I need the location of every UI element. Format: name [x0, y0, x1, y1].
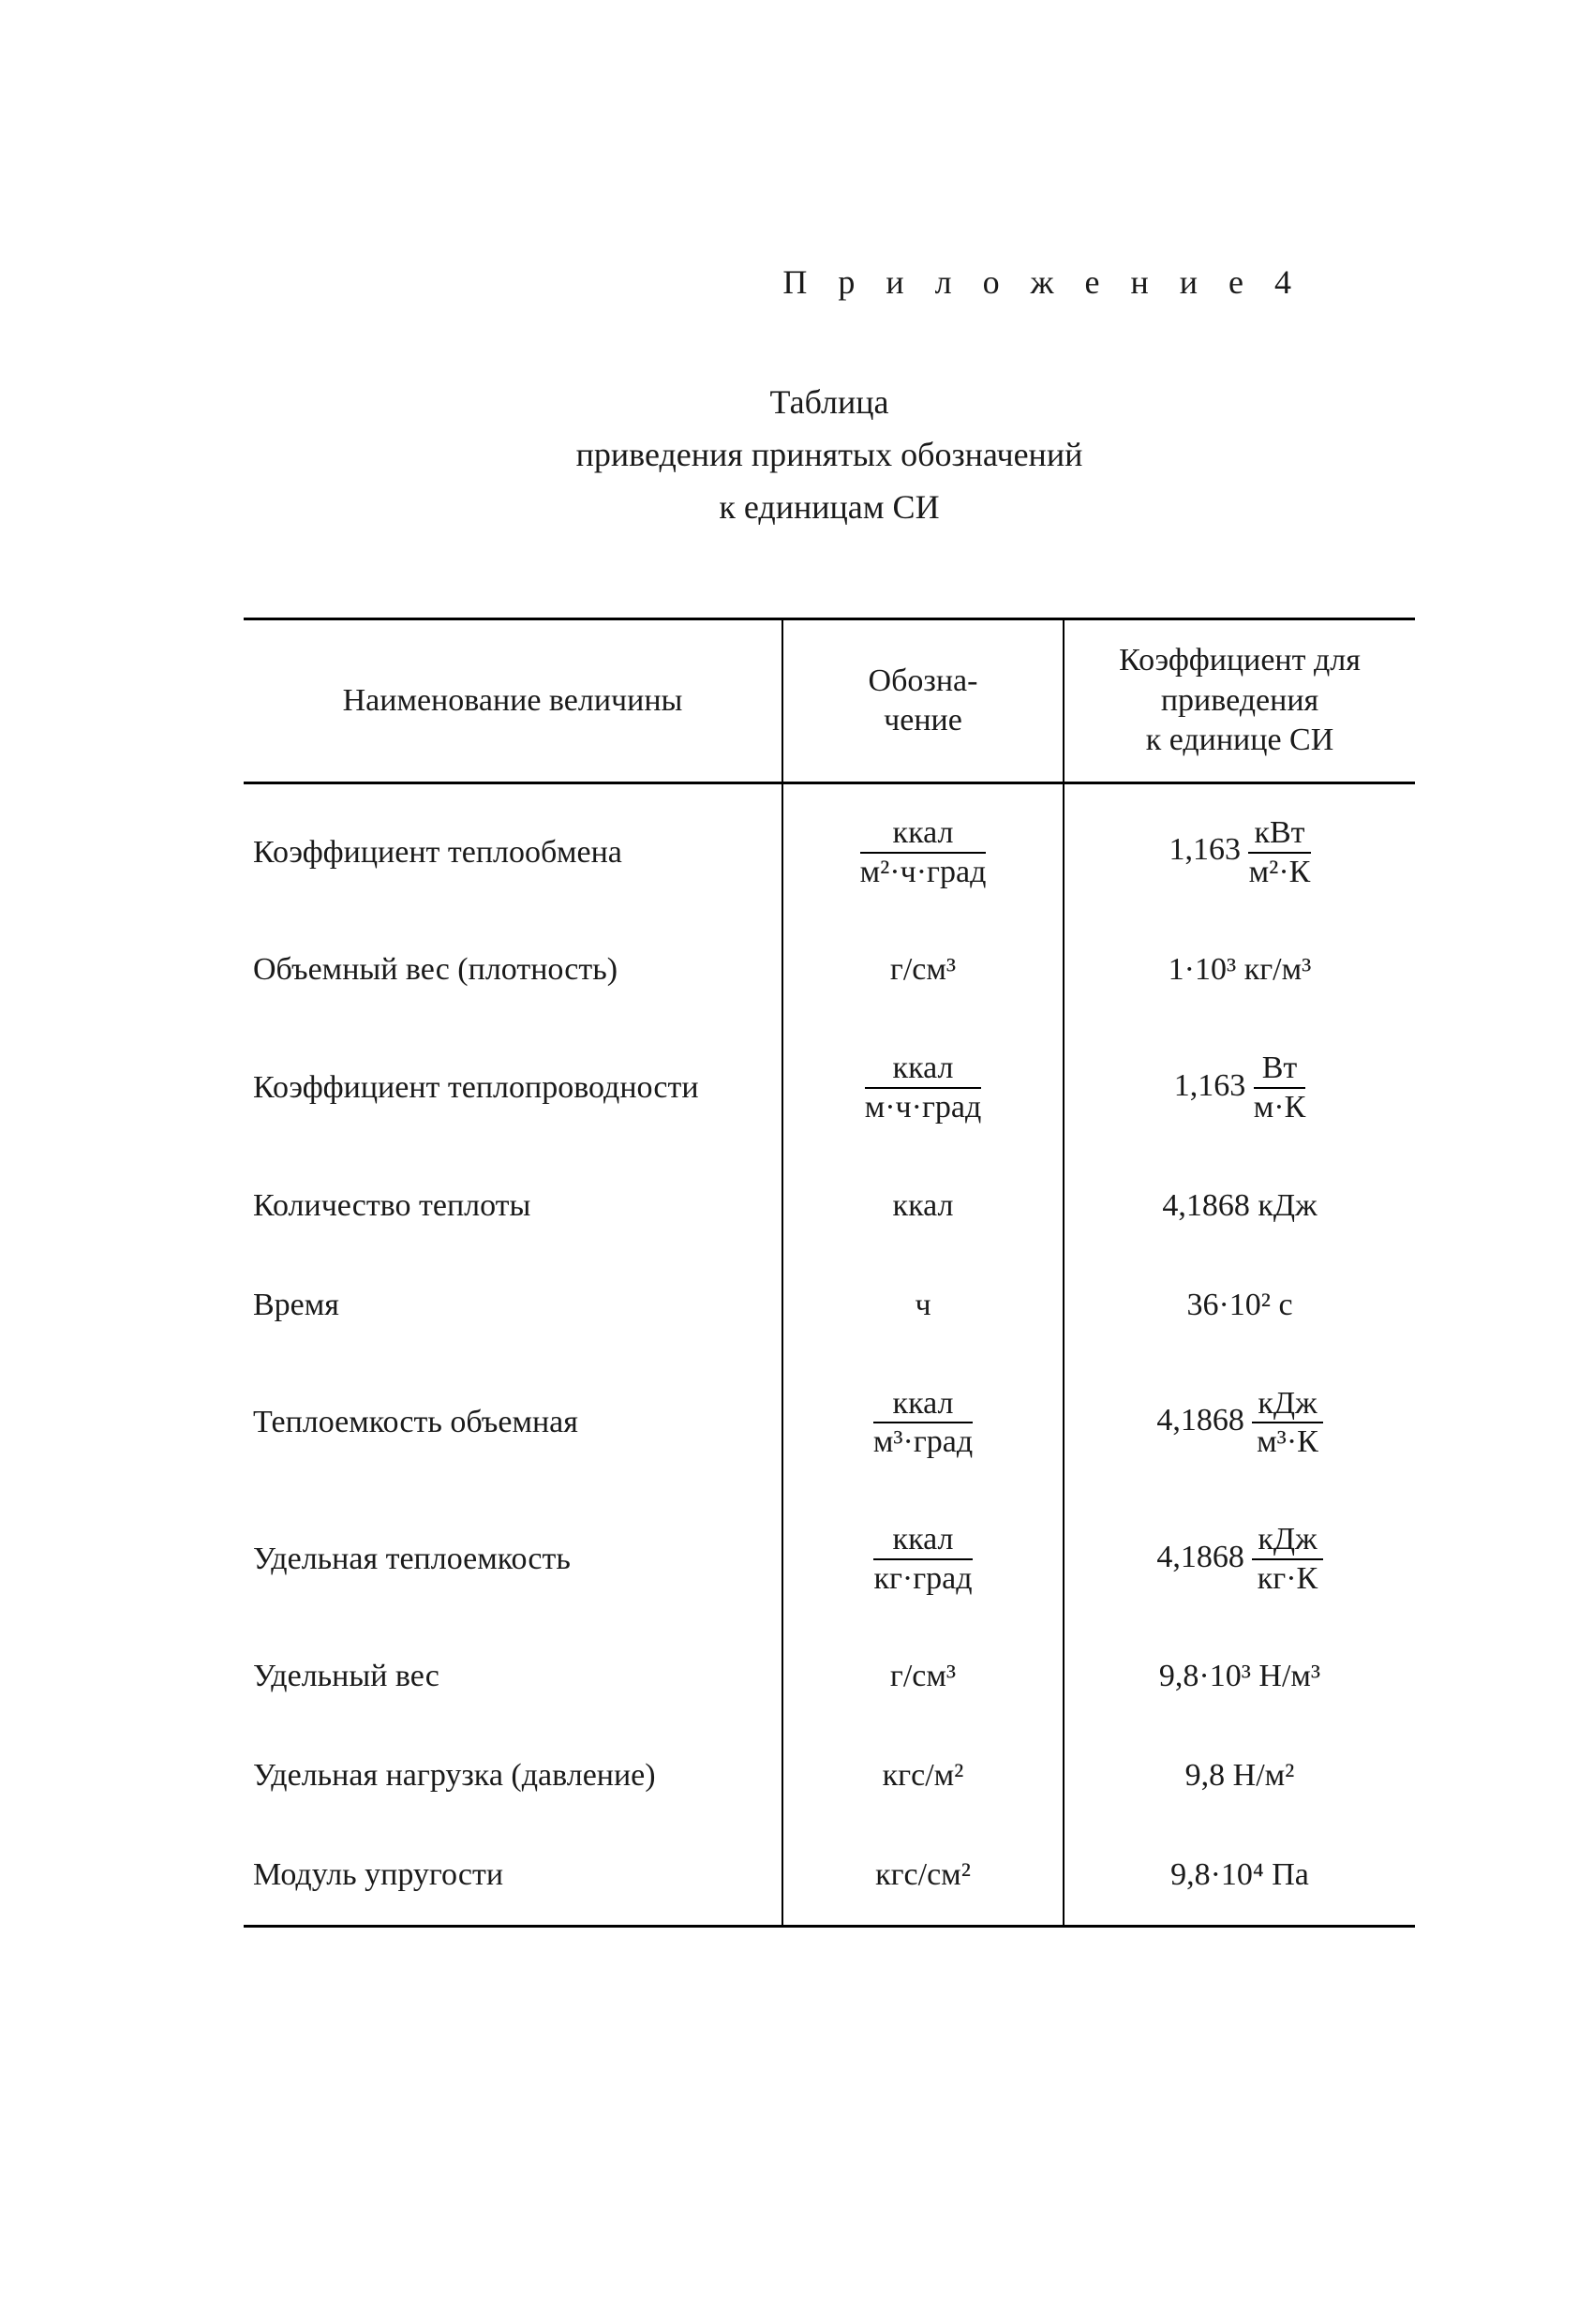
cell-coef: 1,163 кВтм²·К — [1064, 782, 1415, 920]
title-line-1: Таблица — [244, 377, 1415, 429]
cell-name: Коэффициент теплопроводности — [244, 1020, 782, 1155]
col-header-unit-text: Обозна-чение — [869, 663, 978, 738]
col-header-name-text: Наименование величины — [343, 683, 683, 718]
cell-unit: г/см³ — [782, 920, 1064, 1020]
cell-unit: ккалм³·град — [782, 1355, 1064, 1491]
table-row: Коэффициент теплообменаккалм²·ч·град1,16… — [244, 782, 1415, 920]
cell-name: Объемный вес (плотность) — [244, 920, 782, 1020]
cell-coef: 1,163 Втм·К — [1064, 1020, 1415, 1155]
table-row: Коэффициент теплопроводностиккалм·ч·град… — [244, 1020, 1415, 1155]
cell-unit: кгс/м² — [782, 1726, 1064, 1825]
cell-name: Коэффициент теплообмена — [244, 782, 782, 920]
cell-unit: ккалкг·град — [782, 1491, 1064, 1627]
page: П р и л о ж е н и е 4 Таблица приведения… — [0, 0, 1593, 2324]
cell-coef: 4,1868 кДжм³·К — [1064, 1355, 1415, 1491]
cell-name: Модуль упругости — [244, 1825, 782, 1927]
table-row: Удельная нагрузка (давление)кгс/м²9,8 Н/… — [244, 1726, 1415, 1825]
title-line-2: приведения принятых обозначений — [244, 429, 1415, 482]
cell-coef: 9,8·10³ Н/м³ — [1064, 1627, 1415, 1726]
cell-coef: 4,1868 кДжкг·К — [1064, 1491, 1415, 1627]
cell-unit: ккал — [782, 1156, 1064, 1256]
cell-name: Теплоемкость объемная — [244, 1355, 782, 1491]
cell-name: Удельная теплоемкость — [244, 1491, 782, 1627]
cell-name: Удельная нагрузка (давление) — [244, 1726, 782, 1825]
cell-coef: 9,8·10⁴ Па — [1064, 1825, 1415, 1927]
table-header-row: Наименование величины Обозна-чение Коэфф… — [244, 619, 1415, 783]
cell-coef: 4,1868 кДж — [1064, 1156, 1415, 1256]
cell-coef: 36·10² с — [1064, 1256, 1415, 1355]
title-block: Таблица приведения принятых обозначений … — [244, 377, 1415, 533]
cell-name: Удельный вес — [244, 1627, 782, 1726]
table-row: Удельная теплоемкостьккалкг·град4,1868 к… — [244, 1491, 1415, 1627]
appendix-label: П р и л о ж е н и е 4 — [244, 262, 1415, 302]
cell-unit: ккалм²·ч·град — [782, 782, 1064, 920]
col-header-name: Наименование величины — [244, 619, 782, 783]
cell-unit: ч — [782, 1256, 1064, 1355]
table-row: Модуль упругостикгс/см²9,8·10⁴ Па — [244, 1825, 1415, 1927]
table-row: Количество теплотыккал4,1868 кДж — [244, 1156, 1415, 1256]
table-row: Теплоемкость объемнаяккалм³·град4,1868 к… — [244, 1355, 1415, 1491]
col-header-unit: Обозна-чение — [782, 619, 1064, 783]
title-line-3: к единицам СИ — [244, 482, 1415, 534]
table-body: Коэффициент теплообменаккалм²·ч·град1,16… — [244, 782, 1415, 1927]
cell-name: Время — [244, 1256, 782, 1355]
cell-unit: кгс/см² — [782, 1825, 1064, 1927]
cell-name: Количество теплоты — [244, 1156, 782, 1256]
col-header-coef-text: Коэффициент дляприведенияк единице СИ — [1119, 643, 1361, 757]
col-header-coef: Коэффициент дляприведенияк единице СИ — [1064, 619, 1415, 783]
cell-coef: 1·10³ кг/м³ — [1064, 920, 1415, 1020]
table-row: Объемный вес (плотность)г/см³1·10³ кг/м³ — [244, 920, 1415, 1020]
conversion-table: Наименование величины Обозна-чение Коэфф… — [244, 618, 1415, 1928]
table-row: Времяч36·10² с — [244, 1256, 1415, 1355]
table-row: Удельный весг/см³9,8·10³ Н/м³ — [244, 1627, 1415, 1726]
cell-coef: 9,8 Н/м² — [1064, 1726, 1415, 1825]
cell-unit: г/см³ — [782, 1627, 1064, 1726]
cell-unit: ккалм·ч·град — [782, 1020, 1064, 1155]
